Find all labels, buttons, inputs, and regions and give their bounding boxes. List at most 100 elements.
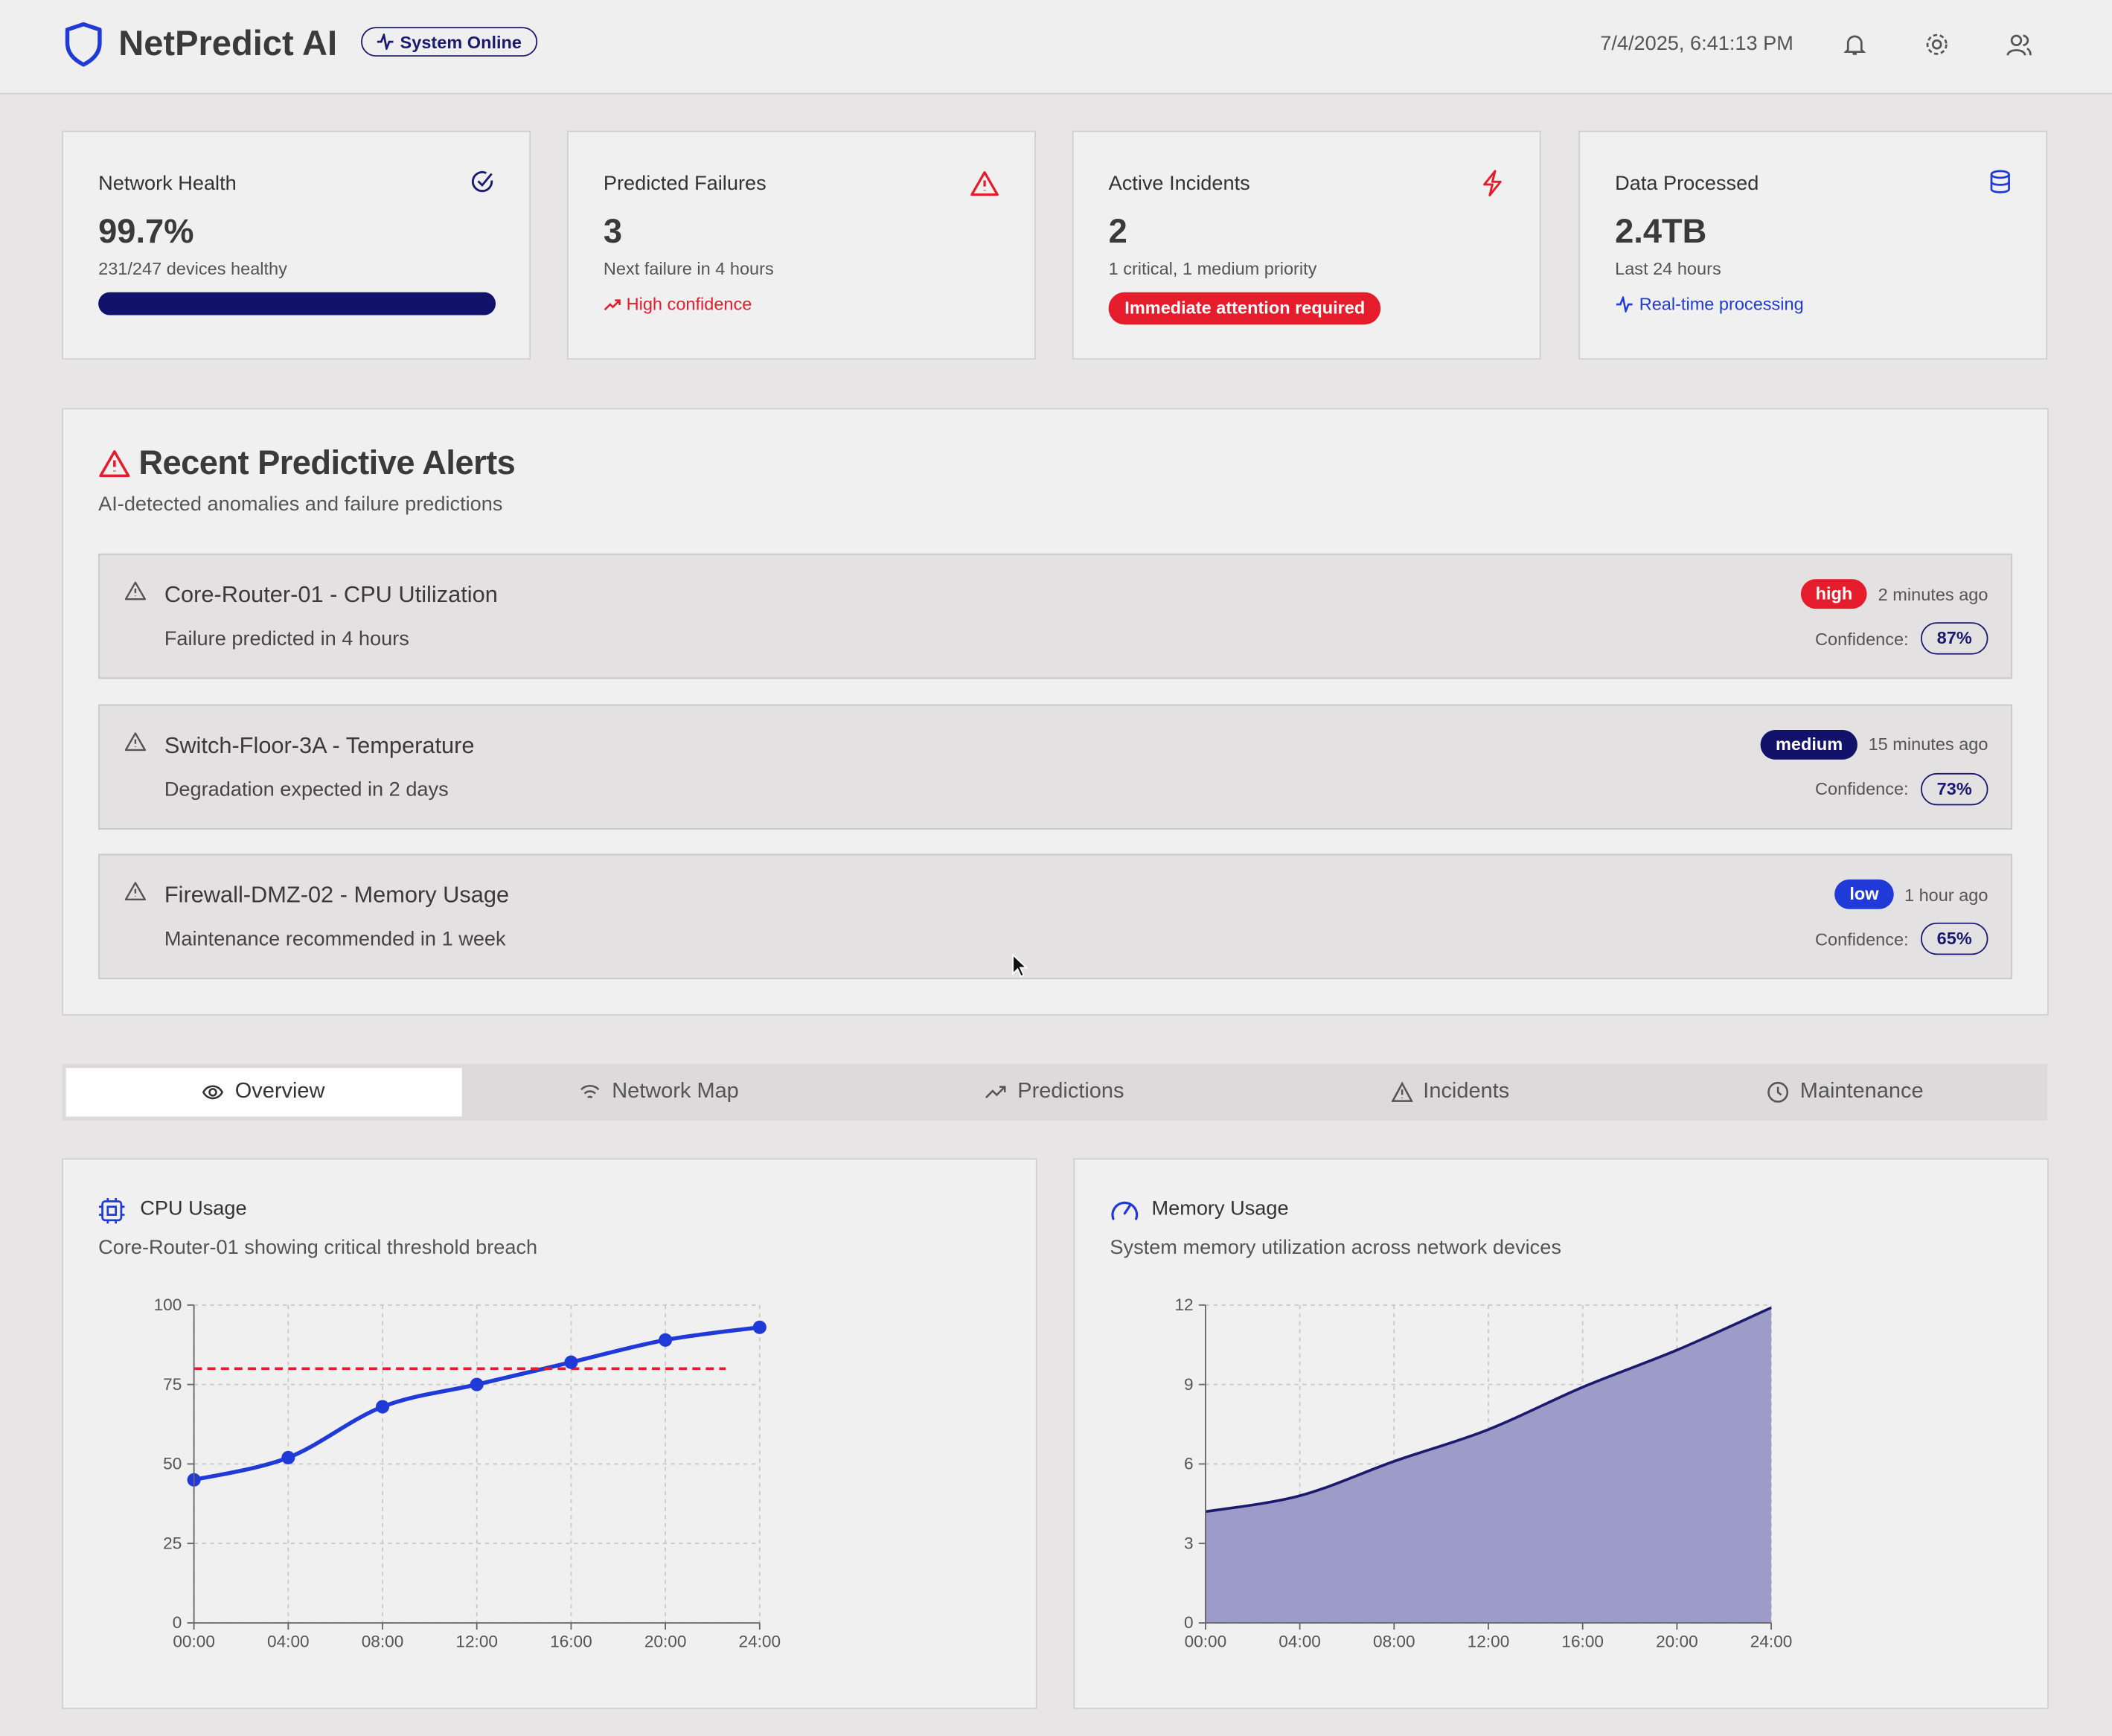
tab[interactable]: Incidents — [1252, 1068, 1648, 1116]
y-tick-label: 50 — [163, 1455, 182, 1473]
tab-icon — [985, 1086, 1007, 1099]
tab[interactable]: Overview — [65, 1068, 462, 1117]
note-text: Real-time processing — [1639, 293, 1804, 314]
alert-title: Switch-Floor-3A - Temperature — [164, 731, 475, 758]
y-tick-label: 75 — [163, 1375, 182, 1394]
x-tick-label: 12:00 — [455, 1633, 498, 1651]
data-point — [281, 1450, 295, 1464]
stat-value: 2 — [1108, 212, 1127, 251]
bolt-icon — [1483, 170, 1502, 196]
tab[interactable]: Predictions — [857, 1068, 1252, 1116]
alert-confidence: Confidence: 87% — [1815, 622, 1988, 655]
y-tick-label: 25 — [163, 1534, 182, 1552]
tab-label[interactable]: Incidents — [1423, 1080, 1510, 1104]
alerts-subtitle: AI-detected anomalies and failure predic… — [98, 493, 503, 516]
alert-description: Failure predicted in 4 hours — [164, 627, 409, 651]
stat-value: 99.7% — [98, 212, 194, 251]
tab-label[interactable]: Network Map — [612, 1080, 739, 1104]
alerts-title: Recent Predictive Alerts — [138, 444, 516, 482]
stat-note: Real-time processing — [1615, 294, 1804, 314]
stat-detail: Next failure in 4 hours — [603, 258, 774, 279]
x-tick-label: 20:00 — [1656, 1633, 1698, 1651]
alert-meta: medium 15 minutes ago — [1761, 729, 1988, 759]
chart-subtitle: System memory utilization across network… — [1110, 1236, 1561, 1260]
confidence-label: Confidence: — [1815, 928, 1909, 949]
y-tick-label: 12 — [1174, 1295, 1193, 1314]
alert-time: 2 minutes ago — [1878, 583, 1988, 604]
severity-badge: low — [1834, 879, 1894, 909]
y-tick-label: 0 — [173, 1613, 182, 1632]
stat-card: Network Health 99.7% 231/247 devices hea… — [62, 130, 531, 360]
chart-title: CPU Usage — [140, 1197, 247, 1220]
stat-title: Predicted Failures — [603, 172, 767, 196]
tab-bar: Overview Network Map Predictions Incidents M… — [62, 1063, 2048, 1121]
stat-detail: 231/247 devices healthy — [98, 258, 287, 279]
tab[interactable]: Maintenance — [1648, 1068, 2043, 1116]
alerts-panel: Recent Predictive Alerts AI-detected ano… — [62, 408, 2049, 1016]
alert-time: 15 minutes ago — [1868, 734, 1988, 755]
confidence-value: 73% — [1920, 772, 1988, 805]
confidence-value: 65% — [1920, 922, 1988, 955]
check-icon — [471, 170, 493, 193]
x-tick-label: 16:00 — [1561, 1633, 1604, 1651]
y-tick-label: 9 — [1184, 1375, 1194, 1394]
logo-icon — [65, 22, 102, 67]
x-tick-label: 00:00 — [1185, 1633, 1227, 1651]
memory-chart: 0 3 6 9 12 00:00 04:00 08:00 12:00 16:00 20:00 24:0… — [1174, 1295, 1793, 1651]
alert-time: 1 hour ago — [1904, 884, 1988, 905]
stat-detail: Last 24 hours — [1615, 258, 1721, 279]
tab-label[interactable]: Predictions — [1017, 1080, 1124, 1104]
alert-description: Maintenance recommended in 1 week — [164, 928, 506, 951]
data-point — [375, 1400, 390, 1414]
stat-title: Active Incidents — [1108, 172, 1250, 196]
status-badge: System Online — [361, 27, 538, 57]
users-button[interactable] — [2006, 32, 2032, 57]
warning-icon — [970, 171, 999, 196]
mouse-cursor — [1012, 953, 1028, 978]
alert-description: Degradation expected in 2 days — [164, 778, 449, 801]
chart-title: Memory Usage — [1151, 1197, 1289, 1220]
x-tick-label: 24:00 — [1750, 1633, 1793, 1651]
data-point — [659, 1333, 673, 1347]
stat-card: Predicted Failures 3 Next failure in 4 h… — [566, 130, 1036, 360]
alert-item: Core-Router-01 - CPU Utilization Failure … — [98, 553, 2013, 679]
x-tick-label: 08:00 — [362, 1633, 404, 1651]
stat-value: 2.4TB — [1615, 212, 1707, 251]
stat-value: 3 — [603, 212, 623, 251]
x-tick-label: 24:00 — [739, 1633, 781, 1651]
tab-label[interactable]: Overview — [234, 1080, 325, 1104]
tab-icon — [580, 1084, 600, 1099]
y-tick-label: 3 — [1184, 1534, 1194, 1552]
tab-label[interactable]: Maintenance — [1799, 1080, 1924, 1104]
data-point — [752, 1320, 767, 1334]
x-tick-label: 00:00 — [173, 1633, 215, 1651]
alert-confidence: Confidence: 73% — [1815, 772, 1988, 805]
brand: NetPredict AI — [118, 22, 338, 64]
notifications-button[interactable] — [1843, 32, 1867, 57]
stat-note: High confidence — [604, 294, 752, 314]
alert-item-icon — [124, 731, 147, 751]
alert-item: Switch-Floor-3A - Temperature Degradation… — [98, 703, 2013, 830]
chart-panel: CPU Usage Core-Router-01 showing critica… — [62, 1158, 1037, 1709]
x-tick-label: 04:00 — [1279, 1633, 1321, 1651]
line — [1205, 1306, 1772, 1514]
x-tick-label: 12:00 — [1468, 1633, 1510, 1651]
data-point — [470, 1377, 484, 1391]
alert-item-icon — [124, 581, 147, 600]
y-tick-label: 6 — [1184, 1455, 1194, 1473]
stat-card: Active Incidents 2 1 critical, 1 medium … — [1072, 130, 1541, 360]
settings-button[interactable] — [1924, 32, 1949, 57]
stat-title: Network Health — [98, 172, 237, 196]
alert-item-icon — [124, 882, 147, 901]
alert-title: Core-Router-01 - CPU Utilization — [164, 581, 498, 608]
tab[interactable]: Network Map — [461, 1068, 857, 1116]
stat-detail: 1 critical, 1 medium priority — [1108, 258, 1317, 279]
datetime: 7/4/2025, 6:41:13 PM — [1600, 32, 1793, 56]
x-tick-label: 04:00 — [267, 1633, 310, 1651]
severity-badge: high — [1800, 579, 1868, 609]
note-text: High confidence — [626, 293, 752, 314]
